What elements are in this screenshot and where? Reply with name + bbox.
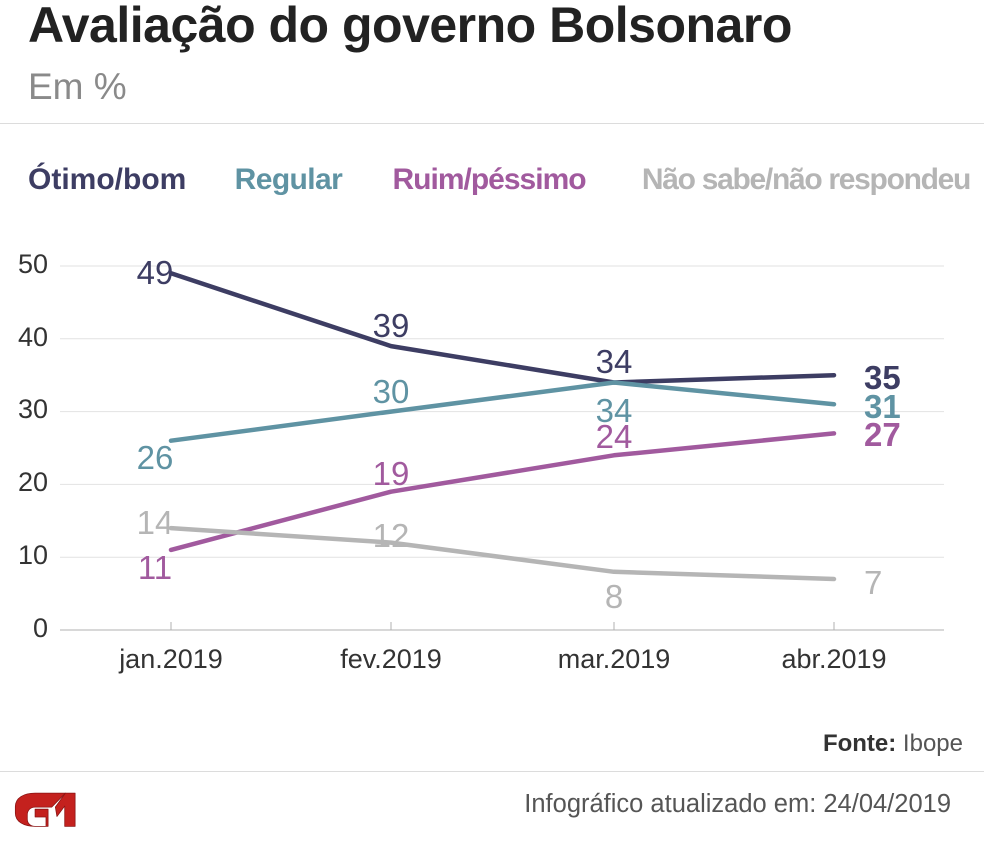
svg-text:12: 12 bbox=[373, 517, 410, 554]
svg-text:49: 49 bbox=[137, 254, 174, 291]
svg-text:7: 7 bbox=[864, 564, 882, 601]
svg-text:10: 10 bbox=[18, 540, 48, 570]
svg-text:26: 26 bbox=[137, 439, 174, 476]
svg-text:0: 0 bbox=[33, 613, 48, 643]
svg-text:30: 30 bbox=[18, 394, 48, 424]
svg-text:27: 27 bbox=[864, 416, 901, 453]
svg-text:11: 11 bbox=[138, 549, 172, 586]
svg-text:20: 20 bbox=[18, 467, 48, 497]
svg-text:14: 14 bbox=[137, 504, 174, 541]
svg-text:30: 30 bbox=[373, 373, 410, 410]
svg-text:50: 50 bbox=[18, 249, 48, 279]
svg-text:8: 8 bbox=[605, 578, 623, 615]
svg-text:40: 40 bbox=[18, 322, 48, 352]
svg-text:jan.2019: jan.2019 bbox=[118, 644, 223, 674]
svg-text:19: 19 bbox=[373, 455, 410, 492]
svg-text:mar.2019: mar.2019 bbox=[558, 644, 671, 674]
svg-text:abr.2019: abr.2019 bbox=[781, 644, 886, 674]
svg-text:24: 24 bbox=[596, 418, 633, 455]
svg-text:fev.2019: fev.2019 bbox=[340, 644, 442, 674]
svg-text:34: 34 bbox=[596, 343, 633, 380]
svg-text:39: 39 bbox=[373, 307, 410, 344]
